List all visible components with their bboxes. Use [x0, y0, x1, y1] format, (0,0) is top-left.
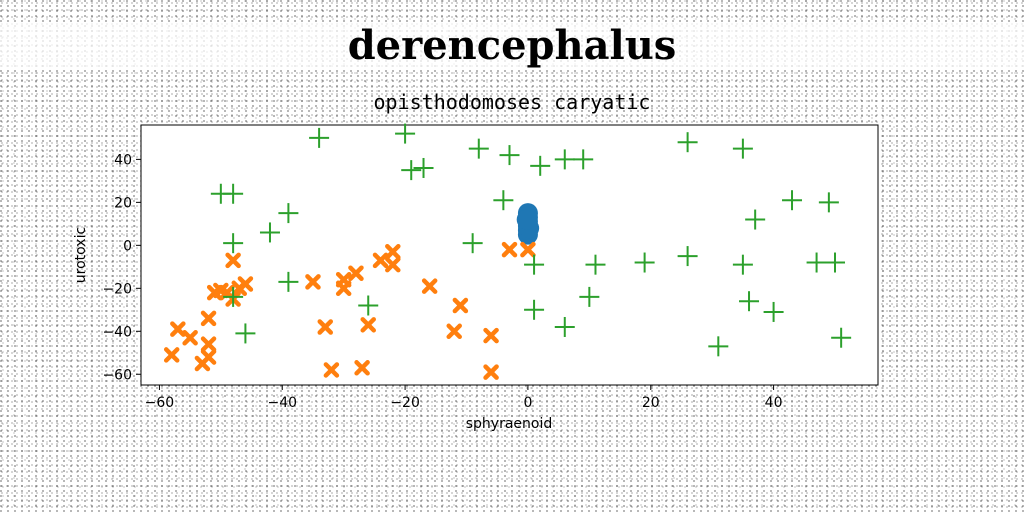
data-point-plus	[309, 127, 330, 148]
data-point-x	[182, 329, 198, 346]
data-point-plus	[554, 149, 575, 170]
y-tick-label: −40	[102, 324, 132, 340]
x-tick-label: 20	[642, 395, 660, 411]
data-point-x	[237, 276, 254, 292]
data-point-plus	[413, 157, 434, 178]
plot-area	[140, 124, 879, 386]
data-point-plus	[468, 138, 489, 159]
y-tick-label: 40	[114, 152, 132, 168]
data-point-x	[520, 241, 536, 258]
data-point-plus	[259, 222, 280, 243]
data-point-x	[200, 349, 217, 365]
x-tick-label: −20	[390, 395, 420, 411]
y-tick-label: −20	[102, 281, 132, 297]
data-point-x	[323, 362, 340, 378]
data-point-plus	[634, 252, 655, 273]
data-point-x	[483, 364, 499, 380]
data-point-x	[421, 278, 438, 294]
data-point-x	[354, 360, 370, 376]
data-point-plus	[782, 190, 803, 211]
y-tick-label: 20	[114, 195, 132, 211]
y-axis-label: urotoxic	[73, 227, 89, 283]
data-point-plus	[530, 155, 551, 176]
data-marks	[163, 123, 852, 380]
data-point-plus	[677, 246, 698, 267]
data-point-plus	[831, 327, 852, 348]
data-point-plus	[524, 299, 545, 320]
data-point-x	[372, 252, 389, 269]
y-tick-label: −60	[102, 367, 132, 383]
data-point-x	[501, 241, 518, 258]
data-point-x	[200, 310, 217, 327]
data-point-plus	[818, 192, 839, 213]
chart-title: derencephalus	[0, 22, 1024, 69]
data-point-plus	[223, 233, 244, 254]
x-tick-label: −40	[267, 395, 297, 411]
data-point-x	[483, 327, 499, 344]
data-point-plus	[708, 336, 729, 357]
data-point-plus	[462, 233, 483, 254]
data-point-x	[360, 317, 376, 333]
data-point-x	[305, 274, 321, 290]
data-point-x	[348, 265, 364, 282]
x-tick-label: 0	[523, 395, 532, 411]
data-point-plus	[493, 190, 514, 211]
data-point-plus	[585, 254, 606, 275]
data-point-x	[385, 244, 401, 260]
axis-ticks: −60 −40 −20 0 20 40 −60 −40 −20 0 20 40	[102, 152, 782, 411]
data-point-plus	[235, 323, 256, 344]
data-point-plus	[739, 291, 760, 312]
data-point-x	[200, 336, 217, 352]
data-point-plus	[278, 271, 299, 292]
data-point-plus	[763, 301, 784, 322]
data-point-circle	[516, 209, 537, 230]
data-point-plus	[223, 183, 244, 204]
data-point-x	[446, 323, 462, 340]
data-point-plus	[278, 203, 299, 224]
x-tick-label: −60	[145, 395, 175, 411]
data-point-plus	[579, 286, 600, 307]
data-point-x	[335, 271, 352, 288]
data-point-x	[170, 321, 186, 337]
data-point-plus	[806, 252, 827, 273]
data-point-plus	[573, 149, 594, 170]
x-axis-label: sphyraenoid	[466, 416, 553, 432]
data-point-plus	[732, 138, 753, 159]
data-point-plus	[677, 132, 698, 153]
data-point-plus	[745, 209, 766, 230]
chart-subtitle: opisthodomoses caryatic	[373, 90, 651, 114]
data-point-plus	[524, 254, 545, 275]
data-point-x	[163, 347, 180, 363]
x-tick-label: 40	[765, 395, 783, 411]
data-point-x	[385, 256, 401, 273]
data-point-plus	[401, 160, 422, 181]
data-point-plus	[499, 145, 520, 166]
data-point-plus	[358, 295, 379, 316]
data-point-plus	[825, 252, 846, 273]
y-tick-label: 0	[123, 238, 132, 254]
data-point-plus	[395, 123, 416, 144]
data-point-plus	[554, 316, 575, 337]
data-point-x	[452, 297, 469, 314]
data-point-plus	[732, 254, 753, 275]
data-point-x	[225, 252, 241, 269]
data-point-plus	[223, 286, 244, 307]
data-point-x	[317, 319, 333, 335]
